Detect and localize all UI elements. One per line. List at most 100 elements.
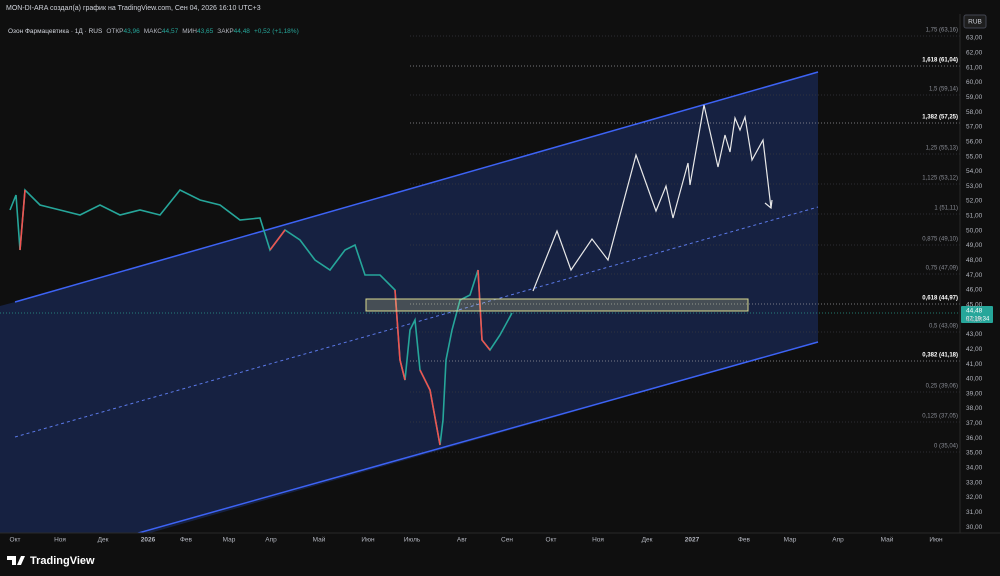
time-label: Апр — [832, 537, 844, 544]
legend-change: +0,52 (+1,18%) — [254, 28, 299, 35]
time-label: 2027 — [685, 537, 700, 544]
fib-label: 1,75 (63,16) — [926, 28, 958, 34]
fib-label: 0,125 (37,05) — [922, 414, 958, 420]
channel-mid — [14, 206, 819, 438]
price-label: 34,00 — [966, 464, 983, 471]
time-label: Апр — [265, 537, 277, 544]
price-axis: 63,00 62,00 61,00 60,00 59,00 58,00 57,00 56,00… — [966, 35, 983, 531]
price-label: 61,00 — [966, 64, 983, 71]
price-label: 31,00 — [966, 509, 983, 516]
fib-label: 1,618 (61,04) — [922, 58, 958, 64]
fib-label: 0,618 (44,97) — [922, 296, 958, 302]
legend-close-label: ЗАКР — [217, 28, 233, 35]
price-history — [9, 188, 513, 446]
price-label: 53,00 — [966, 183, 983, 190]
price-label: 32,00 — [966, 494, 983, 501]
price-label: 50,00 — [966, 227, 983, 234]
price-label: 43,00 — [966, 331, 983, 338]
fib-label: 1,125 (53,12) — [922, 176, 958, 182]
fib-label: 0 (35,04) — [934, 444, 958, 450]
legend-symbol: Озон Фармацевтика · 1Д · RUS — [8, 28, 103, 35]
legend-low-label: МИН — [182, 28, 197, 35]
price-label: 54,00 — [966, 168, 983, 175]
fib-label: 0,75 (47,09) — [926, 266, 958, 272]
legend-close: 44,48 — [234, 28, 251, 35]
brand-logo[interactable]: TradingView — [7, 555, 95, 567]
brand-icon[interactable] — [7, 556, 25, 565]
fib-label: 1,382 (57,25) — [922, 115, 958, 121]
time-label: Июль — [404, 537, 421, 544]
time-label: Дек — [642, 537, 653, 544]
time-label: Июн — [361, 537, 375, 544]
channel-fill — [0, 72, 818, 533]
price-label: 62,00 — [966, 50, 983, 57]
price-label: 47,00 — [966, 272, 983, 279]
price-label: 45,00 — [966, 301, 983, 308]
last-price-tag — [961, 306, 993, 323]
brand-name[interactable]: TradingView — [30, 555, 95, 567]
time-label: Ноя — [54, 537, 66, 544]
price-label: 55,00 — [966, 153, 983, 160]
channel-lower — [135, 341, 819, 533]
price-label: 35,00 — [966, 450, 983, 457]
currency-label[interactable]: RUB — [968, 19, 982, 26]
price-label: 30,00 — [966, 524, 983, 531]
price-label: 33,00 — [966, 479, 983, 486]
time-label: Ноя — [592, 537, 604, 544]
fib-label: 1 (51,11) — [934, 206, 958, 212]
price-label: 37,00 — [966, 420, 983, 427]
header-title: MON-DI-ARA создал(а) график на TradingVi… — [6, 5, 261, 12]
price-label: 59,00 — [966, 94, 983, 101]
channel-upper — [14, 71, 819, 303]
time-label: Мар — [784, 537, 797, 544]
legend-high-label: МАКС — [144, 28, 162, 35]
fib-labels: 1,75 (63,16) 1,618 (61,04) 1,5 (59,14) 1,38… — [922, 28, 958, 450]
time-label: Июн — [929, 537, 943, 544]
price-label: 36,00 — [966, 435, 983, 442]
price-label: 41,00 — [966, 361, 983, 368]
price-label: 46,00 — [966, 287, 983, 294]
price-label: 57,00 — [966, 124, 983, 131]
price-label: 44,00 — [966, 316, 983, 323]
time-label: Окт — [10, 537, 21, 544]
fib-label: 0,382 (41,18) — [922, 353, 958, 359]
currency-button[interactable] — [963, 14, 987, 29]
fib-label: 0,5 (43,08) — [929, 324, 958, 330]
plot-area — [0, 35, 960, 533]
support-zone — [365, 298, 749, 312]
time-axis: Окт Ноя Дек 2026 Фев Мар Апр Май Июн Июль Авг Сен Ок… — [10, 536, 943, 544]
price-label: 56,00 — [966, 138, 983, 145]
legend: Озон Фармацевтика · 1Д · RUS ОТКР43,96 МАК… — [8, 28, 299, 35]
price-history-down — [19, 189, 491, 446]
price-label: 63,00 — [966, 35, 983, 42]
legend-open-label: ОТКР — [106, 28, 123, 35]
legend-open: 43,96 — [123, 28, 140, 35]
legend-high: 44,57 — [162, 28, 179, 35]
time-label: Мар — [223, 537, 236, 544]
time-label: Дек — [98, 537, 109, 544]
price-label: 39,00 — [966, 390, 983, 397]
time-label: Сен — [501, 537, 513, 544]
countdown: 07:19:34 — [966, 317, 990, 323]
price-label: 51,00 — [966, 213, 983, 220]
price-label: 58,00 — [966, 109, 983, 116]
price-label: 38,00 — [966, 405, 983, 412]
time-label: Окт — [546, 537, 557, 544]
price-label: 52,00 — [966, 198, 983, 205]
price-label: 40,00 — [966, 376, 983, 383]
time-label: Май — [313, 536, 326, 544]
projection-path — [532, 104, 772, 292]
fib-label: 0,875 (49,10) — [922, 237, 958, 243]
fib-label: 1,5 (59,14) — [929, 87, 958, 93]
price-label: 48,00 — [966, 257, 983, 264]
price-label: 49,00 — [966, 242, 983, 249]
fib-label: 1,25 (55,13) — [926, 146, 958, 152]
time-label: 2026 — [141, 537, 156, 544]
fib-label: 0,25 (39,06) — [926, 384, 958, 390]
price-label: 42,00 — [966, 346, 983, 353]
price-label: 60,00 — [966, 79, 983, 86]
time-label: Фев — [180, 537, 193, 544]
time-label: Авг — [457, 537, 468, 544]
